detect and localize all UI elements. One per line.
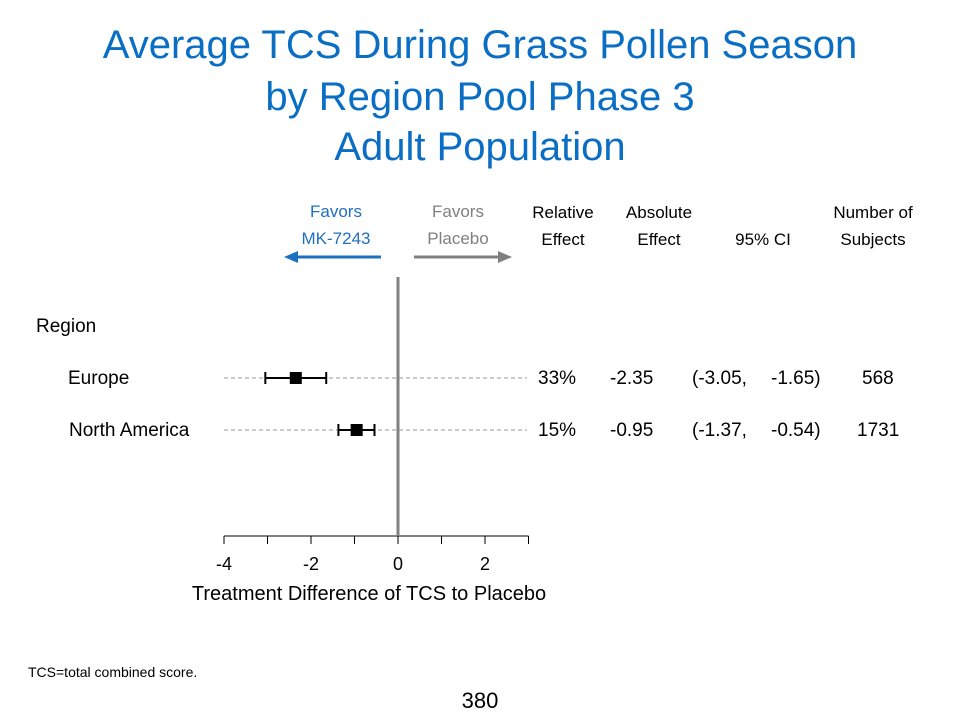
absolute-effect-header: Absolute Effect (611, 199, 707, 253)
chart-title-line-3: Adult Population (334, 125, 626, 169)
relative-effect-header-line-2: Effect (541, 230, 585, 249)
page-number: 380 (461, 688, 499, 713)
x-tick-label: -2 (303, 554, 319, 574)
subjects-header-line-2: Subjects (840, 230, 906, 249)
north-america-relative-effect: 15% (538, 420, 577, 441)
north-america-subjects: 1731 (857, 420, 900, 441)
relative-effect-header: Relative Effect (518, 199, 608, 253)
europe-subjects: 568 (862, 368, 894, 389)
favors-placebo-line-1: Favors (432, 202, 484, 221)
favors-placebo-label: Favors Placebo (398, 198, 518, 252)
x-tick-label: 2 (480, 554, 490, 574)
north-america-absolute-effect: -0.95 (610, 420, 654, 441)
europe-relative-effect: 33% (538, 368, 577, 389)
row-label-europe: Europe (68, 368, 130, 389)
chart-title-line-2: by Region Pool Phase 3 (265, 75, 695, 119)
subjects-header-line-1: Number of (833, 203, 913, 222)
favors-treatment-line-1: Favors (310, 202, 362, 221)
north-america-ci-high: -0.54) (771, 420, 821, 441)
x-tick-label: 0 (393, 554, 403, 574)
favors-placebo-line-2: Placebo (427, 229, 489, 248)
ci-header: 95% CI (735, 230, 791, 249)
north-america-ci-low: (-1.37, (692, 420, 747, 441)
absolute-effect-header-line-1: Absolute (625, 203, 693, 222)
x-tick-label: -4 (216, 554, 232, 574)
favors-treatment-line-2: MK-7243 (301, 229, 371, 248)
point-estimate-marker (350, 424, 363, 436)
absolute-effect-header-line-2: Effect (637, 230, 681, 249)
relative-effect-header-line-1: Relative (532, 203, 594, 222)
favors-treatment-arrowhead (284, 251, 298, 263)
subjects-header: Number of Subjects (812, 199, 934, 253)
europe-ci-high: -1.65) (771, 368, 821, 389)
x-axis-label: Treatment Difference of TCS to Placebo (192, 583, 546, 605)
footnote: TCS=total combined score. (28, 664, 198, 680)
europe-ci-low: (-3.05, (692, 368, 747, 389)
favors-placebo-arrowhead (498, 251, 512, 263)
point-estimate-marker (289, 372, 302, 384)
europe-absolute-effect: -2.35 (610, 368, 654, 389)
favors-treatment-label: Favors MK-7243 (276, 198, 396, 252)
row-label-north-america: North America (69, 420, 190, 441)
chart-title-line-1: Average TCS During Grass Pollen Season (102, 23, 858, 67)
group-label: Region (36, 316, 97, 337)
